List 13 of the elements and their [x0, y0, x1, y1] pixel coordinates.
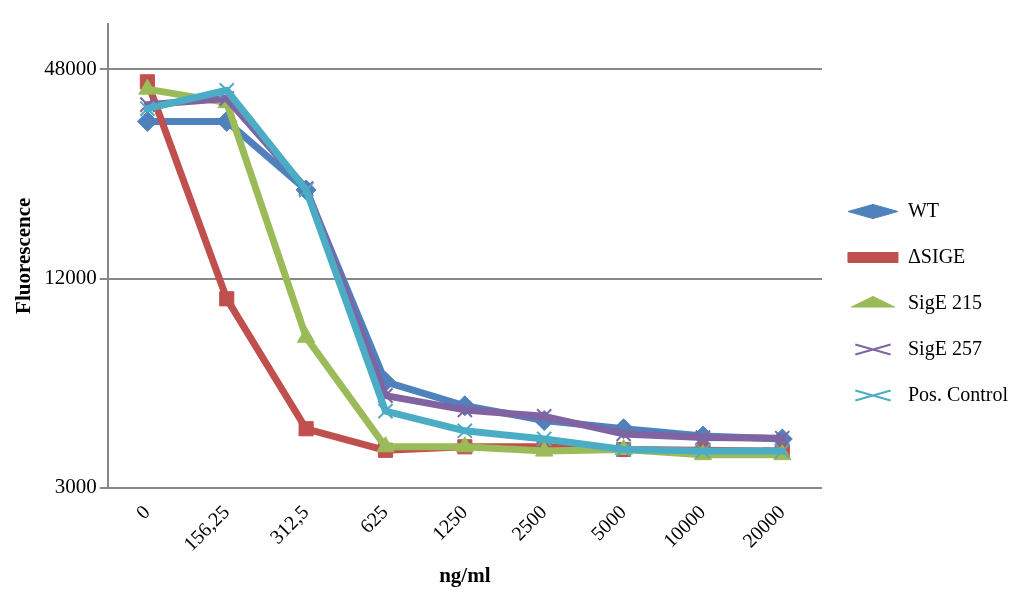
x-tick-label: 1250: [427, 500, 472, 545]
legend-label: WT: [907, 198, 940, 221]
y-axis-title: Fluorescence: [11, 197, 36, 314]
x-tick-label: 625: [355, 500, 393, 538]
legend-label: ΔSIGE: [907, 244, 966, 267]
y-tick-label: 12000: [44, 265, 97, 290]
legend-label: SigE 215: [907, 290, 982, 314]
legend-label: Pos. Control: [907, 382, 1009, 405]
y-tick-label: 48000: [44, 55, 97, 80]
x-axis-title: ng/ml: [439, 562, 491, 587]
y-tick-label: 3000: [54, 474, 97, 499]
legend-label: SigE 257: [907, 336, 982, 360]
x-tick-label: 0: [131, 500, 154, 524]
